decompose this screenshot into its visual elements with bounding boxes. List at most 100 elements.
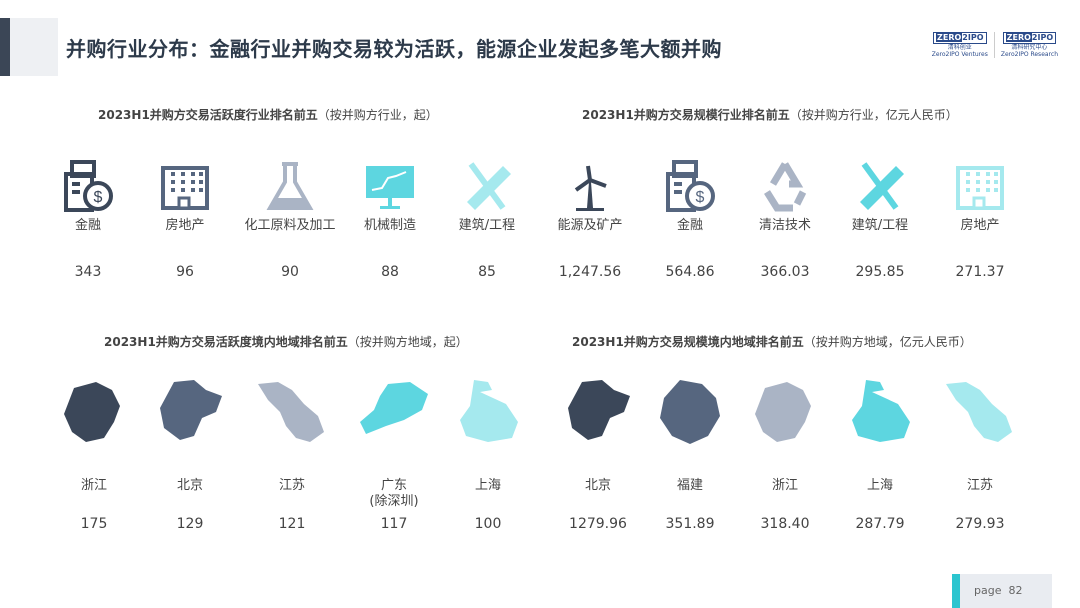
ranking-item: 浙江 318.40 [735, 376, 835, 532]
ranking-item: 建筑/工程 85 [437, 158, 537, 280]
monitor-chart-icon [366, 166, 414, 209]
ranking-item: 建筑/工程 295.85 [830, 158, 930, 280]
building-icon [161, 166, 209, 210]
ranking-item: $ 金融 564.86 [640, 158, 740, 280]
item-value: 85 [478, 264, 496, 280]
logo-cn: 清科研究中心 [1011, 43, 1048, 51]
item-label: 金融 [74, 218, 101, 233]
ranking-item: 江苏 121 [242, 376, 342, 532]
building-icon [956, 166, 1004, 210]
item-value: 366.03 [760, 264, 810, 280]
section-title-main: 2023H1并购方交易活跃度行业排名前五 [98, 108, 318, 122]
item-label: 上海 [866, 478, 893, 493]
ranking-item: 江苏 279.93 [930, 376, 1030, 532]
ruler-compass-icon [860, 162, 904, 210]
item-label: 建筑/工程 [851, 218, 909, 233]
ranking-item: 化工原料及加工 90 [240, 158, 340, 280]
recycle-icon [764, 162, 807, 212]
ranking-item: 上海 287.79 [830, 376, 930, 532]
item-value: 100 [474, 516, 502, 532]
ranking-item: 北京 129 [140, 376, 240, 532]
ranking-item: $ 金融 343 [38, 158, 138, 280]
logo-en: Zero2IPO Research [1000, 50, 1058, 58]
logo-research: ZERO2IPO 清科研究中心 Zero2IPO Research [1001, 32, 1058, 58]
jiangsu-map-icon [946, 382, 1012, 442]
logo-brand: ZERO2IPO [933, 32, 987, 44]
logo-ventures: ZERO2IPO 清科创业 Zero2IPO Ventures [932, 32, 988, 58]
shanghai-map-icon [852, 380, 910, 442]
item-value: 88 [381, 264, 399, 280]
ranking-item: 广东 (除深圳) 117 [344, 376, 444, 532]
ranking-item: 北京 1279.96 [548, 376, 648, 532]
page-number: 82 [1008, 584, 1023, 597]
item-label: 房地产 [165, 218, 205, 233]
item-value: 287.79 [855, 516, 905, 532]
fujian-map-icon [660, 380, 720, 444]
beijing-map-icon [568, 380, 630, 440]
item-value: 564.86 [665, 264, 715, 280]
finance-icon: $ [666, 160, 715, 212]
section-title-note: （按并购方地域，起） [347, 335, 468, 349]
item-label: 福建 [676, 478, 703, 493]
item-label: 清洁技术 [758, 218, 811, 233]
finance-icon: $ [64, 160, 113, 212]
item-value: 129 [176, 516, 204, 532]
logo-divider [993, 32, 995, 58]
beijing-map-icon [160, 380, 222, 440]
logo-brand: ZERO2IPO [1002, 32, 1057, 44]
item-label: 金融 [676, 218, 703, 233]
accent-panel [10, 18, 58, 76]
item-value: 295.85 [855, 264, 905, 280]
item-value: 1279.96 [569, 516, 627, 532]
item-value: 121 [278, 516, 306, 532]
zhejiang-map-icon [755, 382, 811, 442]
page-indicator: page 82 [952, 574, 1052, 608]
wind-turbine-icon [574, 165, 607, 211]
item-label: 北京 [584, 478, 611, 493]
section-title-main: 2023H1并购方交易活跃度境内地域排名前五 [104, 335, 348, 349]
svg-text:$: $ [696, 189, 705, 206]
ranking-item: 房地产 96 [135, 158, 235, 280]
item-value: 343 [74, 264, 102, 280]
item-value: 117 [380, 516, 408, 532]
logo-en: Zero2IPO Ventures [931, 50, 988, 58]
section-title: 2023H1并购方交易规模行业排名前五（按并购方行业，亿元人民币） [582, 106, 958, 123]
item-label: 北京 [176, 478, 203, 493]
ranking-item: 浙江 175 [44, 376, 144, 532]
section-title: 2023H1并购方交易规模境内地域排名前五（按并购方地域，亿元人民币） [572, 333, 972, 350]
flask-icon [266, 162, 314, 210]
ranking-item: 能源及矿产 1,247.56 [540, 158, 640, 280]
item-label: 能源及矿产 [557, 218, 623, 233]
ranking-item: 房地产 271.37 [930, 158, 1030, 280]
logo-cn: 清科创业 [947, 43, 972, 51]
item-label: 上海 [474, 478, 501, 493]
item-label: 浙江 [771, 478, 798, 493]
item-label: 化工原料及加工 [244, 218, 336, 233]
accent-bar [0, 18, 10, 76]
logos: ZERO2IPO 清科创业 Zero2IPO Ventures ZERO2IPO… [932, 32, 1058, 58]
item-value: 96 [176, 264, 194, 280]
item-label: 房地产 [960, 218, 1000, 233]
guangdong-map-icon [360, 382, 428, 434]
section-title-note: （按并购方行业，亿元人民币） [789, 108, 958, 122]
section-title-main: 2023H1并购方交易规模境内地域排名前五 [572, 335, 804, 349]
section-title-note: （按并购方行业，起） [317, 108, 438, 122]
ranking-item: 清洁技术 366.03 [735, 158, 835, 280]
item-label: 江苏 [966, 478, 993, 493]
item-label: 浙江 [80, 478, 107, 493]
item-value: 279.93 [955, 516, 1005, 532]
ranking-item: 机械制造 88 [340, 158, 440, 280]
svg-text:$: $ [94, 189, 103, 206]
section-title-note: （按并购方地域，亿元人民币） [803, 335, 972, 349]
section-title: 2023H1并购方交易活跃度境内地域排名前五（按并购方地域，起） [104, 333, 468, 350]
section-title: 2023H1并购方交易活跃度行业排名前五（按并购方行业，起） [98, 106, 438, 123]
shanghai-map-icon [460, 380, 518, 442]
page-label: page [974, 584, 1002, 597]
section-title-main: 2023H1并购方交易规模行业排名前五 [582, 108, 790, 122]
page-title: 并购行业分布：金融行业并购交易较为活跃，能源企业发起多笔大额并购 [66, 37, 722, 61]
item-value: 351.89 [665, 516, 715, 532]
item-value: 1,247.56 [558, 264, 622, 280]
ranking-item: 上海 100 [438, 376, 538, 532]
item-label: 广东 (除深圳) [369, 478, 419, 509]
item-value: 175 [80, 516, 108, 532]
